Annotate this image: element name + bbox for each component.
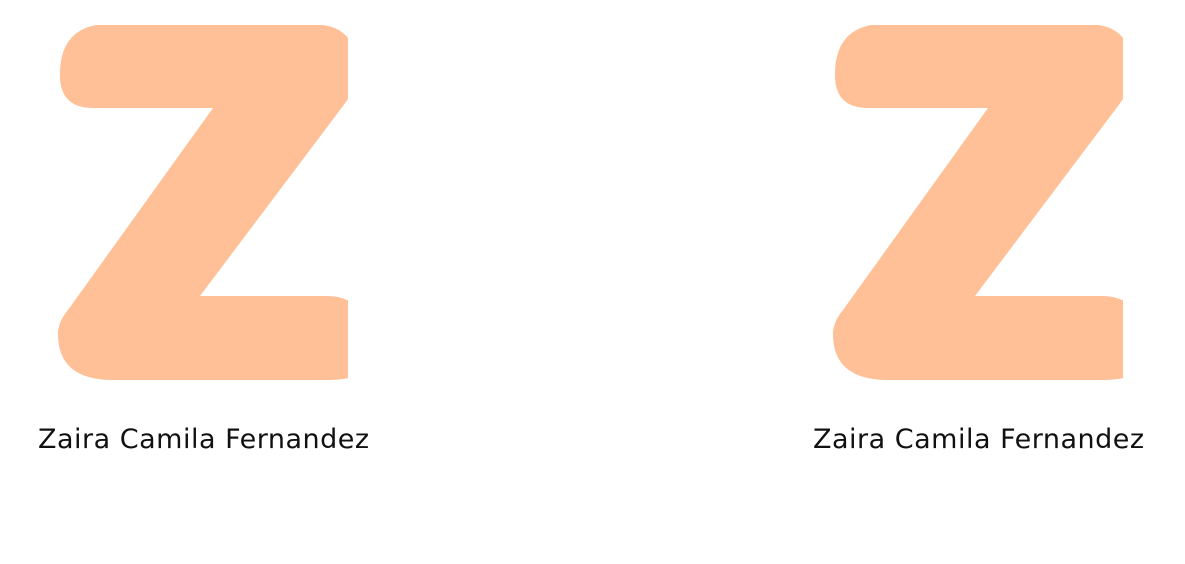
person-name: Zaira Camila Fernandez [38,424,370,455]
letter-z-icon [58,25,348,380]
person-name: Zaira Camila Fernandez [813,424,1145,455]
name-card-left: Zaira Camila Fernandez [38,0,370,480]
name-card-right: Zaira Camila Fernandez [813,0,1145,480]
letter-z-icon [833,25,1123,380]
